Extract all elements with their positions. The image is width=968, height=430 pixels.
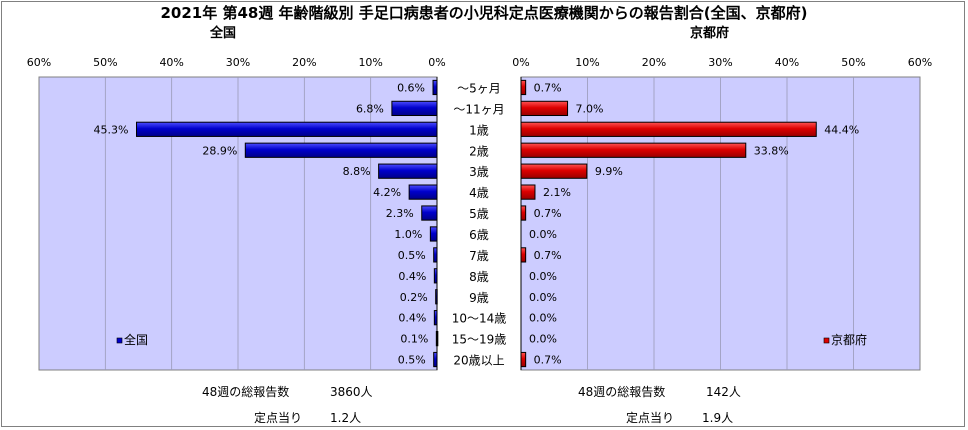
kyoto-tick-label: 50% (841, 56, 865, 69)
kyoto-bar (520, 100, 569, 117)
chart-title: 2021年 第48週 年齢階級別 手足口病患者の小児科定点医療機関からの報告割合… (160, 4, 808, 22)
age-category-label: 3歳 (469, 165, 489, 179)
national-chart-title: 全国 (210, 26, 237, 41)
national-per-label: 定点当り (254, 411, 303, 425)
national-data-label: 0.5% (398, 354, 426, 367)
national-bar (378, 163, 438, 179)
kyoto-tick-label: 0% (512, 56, 529, 69)
national-bar (244, 142, 438, 158)
national-data-label: 6.8% (356, 102, 384, 115)
kyoto-tick-label: 40% (775, 56, 799, 69)
kyoto-bar (520, 79, 527, 96)
national-data-label: 0.2% (400, 291, 428, 304)
national-data-label: 4.2% (373, 186, 401, 199)
kyoto-tick-label: 60% (908, 56, 932, 69)
national-data-label: 1.0% (394, 228, 422, 241)
kyoto-bar (520, 351, 527, 368)
national-data-label: 45.3% (94, 123, 129, 136)
national-tick-label: 40% (159, 56, 183, 69)
kyoto-data-label: 0.7% (534, 207, 562, 220)
national-tick-label: 30% (226, 56, 250, 69)
age-category-label: 20歳以上 (453, 354, 504, 368)
kyoto-data-label: 0.7% (534, 249, 562, 262)
age-category-label: ～11ヶ月 (453, 102, 504, 116)
kyoto-data-label: 7.0% (576, 102, 604, 115)
national-bar (429, 226, 438, 242)
kyoto-bar (520, 247, 527, 263)
kyoto-tick-label: 10% (575, 56, 599, 69)
kyoto-legend-label: 京都府 (831, 332, 867, 347)
age-category-label: 9歳 (469, 291, 489, 305)
age-category-label: 4歳 (469, 186, 489, 200)
kyoto-total-label: 48週の総報告数 (578, 385, 666, 399)
national-bar (408, 184, 438, 200)
age-category-label: ～5ヶ月 (457, 81, 501, 95)
kyoto-data-label: 0.0% (529, 291, 557, 304)
national-per-value: 1.2人 (330, 411, 362, 425)
kyoto-per-value: 1.9人 (702, 411, 734, 425)
kyoto-data-label: 0.7% (534, 81, 562, 94)
kyoto-chart-title: 京都府 (690, 26, 730, 41)
age-category-label: 8歳 (469, 270, 489, 284)
national-total-label: 48週の総報告数 (202, 385, 290, 399)
national-total-value: 3860人 (330, 385, 373, 399)
national-data-label: 0.6% (397, 81, 425, 94)
national-data-label: 0.1% (400, 333, 428, 346)
kyoto-bar (520, 142, 747, 158)
national-data-label: 0.5% (398, 249, 426, 262)
kyoto-data-label: 2.1% (543, 186, 571, 199)
kyoto-total-value: 142人 (706, 385, 741, 399)
national-bar (391, 100, 438, 117)
kyoto-data-label: 0.0% (529, 270, 557, 283)
national-bar (421, 205, 438, 221)
national-data-label: 28.9% (202, 144, 237, 157)
national-data-label: 0.4% (398, 312, 426, 325)
national-tick-label: 10% (358, 56, 382, 69)
kyoto-data-label: 0.0% (529, 312, 557, 325)
kyoto-per-label: 定点当り (626, 411, 675, 425)
national-legend-swatch (116, 337, 123, 344)
kyoto-bar (520, 205, 527, 221)
age-category-label: 7歳 (469, 249, 489, 263)
kyoto-data-label: 0.0% (529, 333, 557, 346)
national-bar (432, 79, 438, 96)
national-tick-label: 0% (428, 56, 445, 69)
national-bar (136, 121, 438, 137)
national-tick-label: 20% (292, 56, 316, 69)
age-category-label: 1歳 (469, 123, 489, 137)
age-category-label: 2歳 (469, 144, 489, 158)
kyoto-data-label: 44.4% (824, 123, 859, 136)
kyoto-data-label: 0.7% (534, 354, 562, 367)
kyoto-tick-label: 20% (642, 56, 666, 69)
national-data-label: 2.3% (386, 207, 414, 220)
kyoto-data-label: 9.9% (595, 165, 623, 178)
kyoto-bar (520, 121, 817, 137)
age-category-label: 5歳 (469, 207, 489, 221)
kyoto-bar (520, 184, 536, 200)
kyoto-data-label: 33.8% (754, 144, 789, 157)
kyoto-data-label: 0.0% (529, 228, 557, 241)
national-data-label: 0.4% (398, 270, 426, 283)
national-tick-label: 60% (27, 56, 51, 69)
national-legend-label: 全国 (124, 332, 148, 347)
age-category-label: 15～19歳 (452, 333, 507, 347)
age-category-label: 10～14歳 (452, 312, 507, 326)
kyoto-bar (520, 163, 588, 179)
national-data-label: 8.8% (343, 165, 371, 178)
national-tick-label: 50% (93, 56, 117, 69)
age-category-label: 6歳 (469, 228, 489, 242)
kyoto-tick-label: 30% (708, 56, 732, 69)
kyoto-legend-swatch (823, 337, 830, 344)
